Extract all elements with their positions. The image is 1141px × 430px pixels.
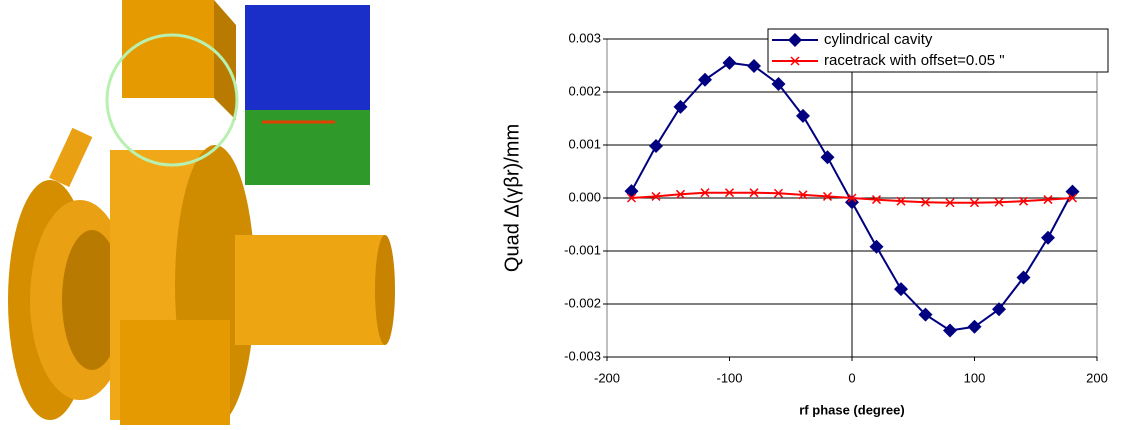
marker (626, 193, 637, 203)
pipe-end (375, 235, 395, 345)
marker (790, 56, 800, 66)
marker (722, 55, 737, 70)
marker (869, 239, 884, 254)
x-tick-label: 200 (1086, 370, 1108, 385)
x-tick-label: -200 (594, 370, 620, 385)
marker (943, 323, 957, 338)
y-tick-label: 0.002 (568, 83, 601, 98)
marker (1018, 196, 1029, 206)
marker (920, 197, 931, 207)
marker (1065, 184, 1080, 199)
legend-label: racetrack with offset=0.05 " (824, 52, 1005, 69)
marker (820, 150, 835, 165)
chart: Quad Δ(γβr)/mm rf phase (degree) -0.003 -… (501, 28, 1109, 417)
marker (749, 188, 759, 198)
marker (896, 196, 906, 206)
marker (945, 198, 955, 208)
marker (788, 33, 802, 47)
marker (673, 99, 688, 114)
marker (871, 195, 882, 205)
y-axis-title: Quad Δ(γβr)/mm (501, 124, 523, 272)
x-tick-label: 0 (848, 370, 855, 385)
bottom-block (120, 320, 230, 425)
port (49, 127, 93, 188)
y-tick-label: -0.002 (564, 295, 601, 310)
marker (649, 139, 663, 154)
y-tick-label: 0.003 (568, 30, 601, 45)
marker (918, 307, 933, 322)
legend-label: cylindrical cavity (824, 31, 933, 48)
marker (994, 197, 1004, 207)
highlight-circle (105, 33, 239, 167)
x-axis-title: rf phase (degree) (799, 402, 904, 417)
marker (992, 302, 1006, 317)
y-tick-label: 0.001 (568, 136, 601, 151)
y-tick-label: -0.001 (564, 242, 601, 257)
marker (624, 184, 639, 199)
marker (675, 189, 686, 199)
marker (1041, 230, 1055, 245)
marker (1067, 193, 1078, 203)
marker (1016, 270, 1031, 285)
marker (747, 59, 761, 74)
left-ring-inner (62, 230, 122, 370)
x-tick-label: 100 (964, 370, 986, 385)
marker (698, 72, 712, 87)
marker (651, 191, 661, 201)
marker (967, 319, 982, 334)
marker (969, 198, 980, 208)
top-block (122, 0, 214, 98)
marker (847, 193, 857, 203)
beam-pipe (235, 235, 385, 345)
marker (724, 188, 735, 198)
marker (700, 188, 710, 198)
x-tick-label: -100 (716, 370, 742, 385)
marker (822, 191, 833, 201)
field-inset-green (245, 110, 370, 185)
marker (798, 190, 808, 200)
y-tick-label: -0.003 (564, 348, 601, 363)
cavity-illustration (8, 0, 395, 425)
marker (796, 108, 810, 123)
marker (773, 188, 784, 198)
marker (1043, 195, 1053, 205)
y-tick-label: 0.000 (568, 189, 601, 204)
marker (894, 282, 908, 297)
marker (771, 77, 786, 92)
legend-box (767, 28, 1109, 73)
